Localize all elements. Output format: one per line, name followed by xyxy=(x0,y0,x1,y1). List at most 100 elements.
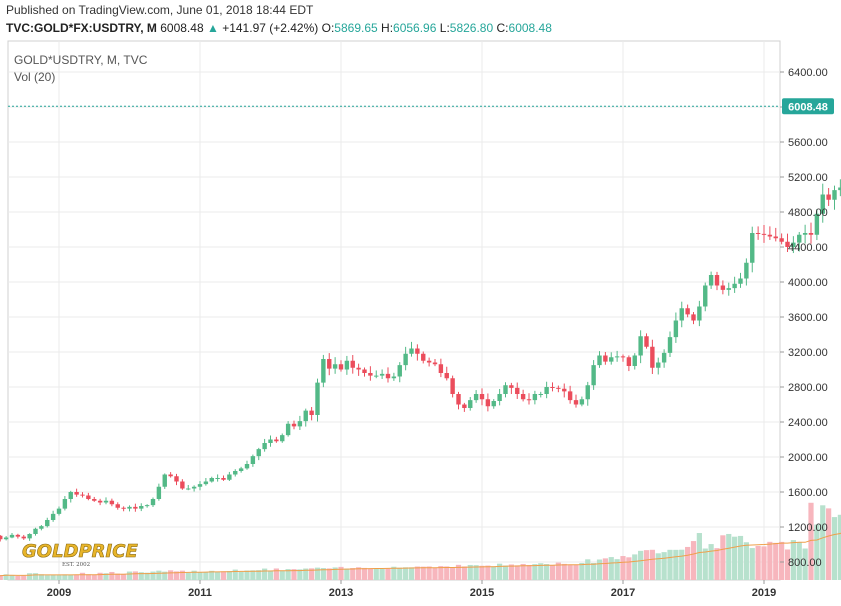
candle-body xyxy=(332,364,338,369)
candle-body xyxy=(186,488,191,490)
candle-body xyxy=(832,190,837,200)
legend-volume: Vol (20) xyxy=(14,70,56,84)
candle-body xyxy=(473,394,479,401)
volume-bar xyxy=(0,574,3,580)
y-tick-label: 5200.00 xyxy=(788,172,828,184)
candle-body xyxy=(297,421,303,427)
candle-body xyxy=(644,336,649,347)
volume-bar xyxy=(508,564,514,580)
candle-body xyxy=(374,375,379,377)
volume-bar xyxy=(85,574,91,580)
open-label: O: xyxy=(321,21,335,35)
candle-body xyxy=(750,233,755,263)
candle-body xyxy=(233,471,238,475)
volume-bar xyxy=(138,572,144,580)
high-label: H: xyxy=(381,21,394,35)
volume-bar xyxy=(209,570,215,580)
volume-bar xyxy=(403,567,409,580)
candle-body xyxy=(303,410,308,422)
candle-body xyxy=(415,348,420,354)
volume-bar xyxy=(737,535,744,580)
volume-bar xyxy=(796,542,802,580)
volume-bar xyxy=(685,546,691,580)
volume-bar xyxy=(408,567,415,580)
volume-bar xyxy=(256,570,262,580)
volume-bar xyxy=(191,570,197,580)
low-label: L: xyxy=(439,21,450,35)
volume-bar xyxy=(150,571,156,580)
ohlc-header: TVC:GOLD*FX:USDTRY, M 6008.48 ▲ +141.97 … xyxy=(6,21,552,35)
volume-bar xyxy=(50,574,56,580)
volume-bar xyxy=(573,564,579,580)
volume-bar xyxy=(455,564,462,580)
volume-bar xyxy=(56,575,62,580)
volume-bar xyxy=(814,524,820,580)
last-price: 6008.48 xyxy=(160,21,204,35)
low-value: 5826.80 xyxy=(449,21,494,35)
volume-bar xyxy=(215,571,221,580)
price-axis[interactable]: 800.00 1200.00 1600.00 2000.00 2400.00 2800.0… xyxy=(780,67,828,569)
candle-body xyxy=(797,234,802,243)
candle-body xyxy=(39,526,44,529)
volume-bar xyxy=(614,559,620,580)
close-label: C: xyxy=(496,21,509,35)
candle-body xyxy=(632,355,637,366)
candle-body xyxy=(685,308,690,315)
candle-body xyxy=(585,385,590,400)
candle-body xyxy=(609,357,614,362)
candle-body xyxy=(614,356,620,358)
candle-body xyxy=(256,449,261,457)
volume-bar xyxy=(532,564,538,580)
candle-body xyxy=(385,373,391,379)
candle-body xyxy=(321,359,326,383)
volume-bar xyxy=(485,565,491,580)
volume-bar xyxy=(632,554,638,580)
candle-body xyxy=(409,348,414,354)
candle-body xyxy=(667,337,673,353)
candle-body xyxy=(274,439,279,442)
candle-body xyxy=(379,373,385,376)
volume-bar xyxy=(121,573,127,580)
volume-bar xyxy=(414,566,420,580)
volume-bar xyxy=(279,570,285,580)
candle-body xyxy=(638,336,643,356)
candle-body xyxy=(56,508,62,514)
volume-bar xyxy=(444,566,450,580)
candle-body xyxy=(562,388,567,392)
volume-bar xyxy=(549,565,556,580)
volume-bar xyxy=(62,574,68,580)
candle-body xyxy=(133,506,138,509)
volume-bar xyxy=(661,552,667,580)
legend-title: GOLD*USDTRY, M, TVC xyxy=(14,53,148,67)
candle-body xyxy=(462,404,467,408)
volume-bar xyxy=(262,568,268,580)
time-axis[interactable]: 2009 2011 2013 2015 2017 2019 xyxy=(47,580,776,599)
volume-bar xyxy=(585,559,591,580)
volume-bar xyxy=(820,505,826,580)
y-tick-label: 1200.00 xyxy=(788,522,828,534)
candle-body xyxy=(15,534,21,537)
candle-body xyxy=(597,355,602,366)
candle-body xyxy=(33,528,38,534)
candle-body xyxy=(673,320,679,338)
candle-body xyxy=(485,399,491,407)
candle-body xyxy=(180,481,185,489)
candle-body xyxy=(438,364,444,373)
volume-bar xyxy=(226,571,232,580)
candle-body xyxy=(708,275,714,286)
volume-bar xyxy=(467,564,473,580)
candle-body xyxy=(838,187,841,191)
candle-body xyxy=(80,494,85,496)
candle-body xyxy=(144,505,150,507)
candle-body xyxy=(703,285,708,307)
candle-body xyxy=(344,360,350,370)
candle-body xyxy=(150,499,156,506)
volume-bar xyxy=(461,566,467,580)
last-price-tag-box xyxy=(782,98,834,115)
volume-bar xyxy=(391,566,397,580)
volume-bar xyxy=(667,549,673,580)
up-arrow-icon: ▲ xyxy=(206,21,219,35)
y-tick-label: 2800.00 xyxy=(788,382,828,394)
volume-bar xyxy=(538,563,544,580)
